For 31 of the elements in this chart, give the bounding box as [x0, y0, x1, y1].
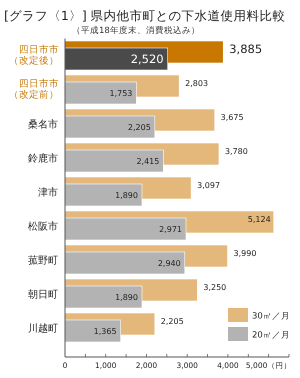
data-label: 2,971 — [159, 224, 182, 234]
data-label: 2,803 — [185, 78, 208, 88]
legend-label: 20㎥／月 — [252, 330, 290, 340]
data-label: 1,890 — [115, 190, 138, 200]
legend-label: 30㎥／月 — [252, 312, 290, 322]
y-tick-label: 桑名市 — [28, 118, 58, 130]
y-tick-label: 川越町 — [28, 322, 58, 334]
data-label: 3,885 — [229, 42, 262, 56]
y-tick-label: 朝日町 — [28, 288, 58, 300]
data-label: 3,097 — [197, 180, 220, 190]
y-tick-label: 四日市市（改定後） — [9, 44, 59, 66]
data-label: 3,780 — [224, 146, 248, 156]
data-label: 2,415 — [136, 156, 160, 166]
data-label: 1,365 — [94, 326, 117, 336]
data-label: 1,890 — [115, 292, 138, 302]
data-label: 3,990 — [234, 248, 256, 258]
data-label: 3,675 — [220, 112, 244, 122]
y-tick-label: 松阪市 — [28, 220, 58, 232]
data-label: 2,520 — [130, 52, 164, 66]
data-label: 3,250 — [203, 282, 226, 292]
data-label: 1,753 — [109, 88, 132, 98]
chart-title: [グラフ〈1〉] 県内他市町との下水道使用料比較 — [4, 8, 286, 23]
data-label: 2,205 — [160, 316, 184, 326]
chart-subtitle: （平成18年度末、消費税込み） — [72, 25, 200, 36]
y-tick-label: 鈴鹿市 — [28, 152, 58, 164]
data-label: 2,205 — [128, 122, 151, 132]
data-label: 5,124 — [248, 214, 271, 224]
y-tick-label: 菰野町 — [28, 254, 58, 266]
y-tick-label: 津市 — [38, 186, 58, 198]
data-label: 2,940 — [158, 258, 181, 268]
y-tick-label: 四日市市（改定前） — [9, 78, 59, 100]
